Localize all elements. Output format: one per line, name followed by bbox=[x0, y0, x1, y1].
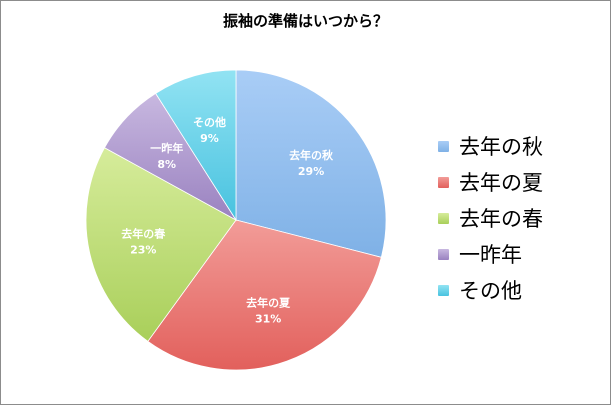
chart-title: 振袖の準備はいつから？ bbox=[222, 12, 388, 30]
pie-slice-1 bbox=[235, 69, 387, 258]
slice-label-name-5: その他 bbox=[193, 115, 226, 129]
legend-label: その他 bbox=[459, 279, 522, 303]
legend-swatch bbox=[438, 212, 449, 224]
legend-swatch bbox=[438, 140, 449, 152]
slice-label-name-3: 去年の春 bbox=[121, 227, 166, 241]
slice-label-value-2: 31% bbox=[255, 312, 281, 325]
slice-label-value-4: 8% bbox=[157, 158, 176, 171]
legend-swatch bbox=[438, 176, 449, 188]
pie-slice-2 bbox=[147, 219, 382, 371]
legend: 去年の秋 去年の夏 去年の春 一昨年 その他 bbox=[438, 128, 543, 308]
slice-label-value-5: 9% bbox=[200, 132, 219, 145]
legend-item-3: 去年の春 bbox=[438, 200, 543, 236]
legend-swatch bbox=[438, 284, 449, 296]
legend-label: 去年の夏 bbox=[459, 171, 543, 195]
legend-item-4: 一昨年 bbox=[438, 236, 543, 272]
slice-label-name-4: 一昨年 bbox=[150, 141, 183, 155]
legend-item-5: その他 bbox=[438, 272, 543, 308]
pie-slice-3 bbox=[85, 147, 237, 342]
pie-slice-5 bbox=[155, 69, 237, 222]
slice-label-name-1: 去年の秋 bbox=[289, 148, 334, 162]
pie-slices bbox=[85, 69, 387, 371]
slice-label-value-3: 23% bbox=[130, 244, 156, 257]
pie-labels: 去年の秋 29% 去年の夏 31% 去年の春 23% 一昨年 8% その他 9% bbox=[121, 115, 334, 326]
legend-label: 一昨年 bbox=[459, 243, 522, 267]
legend-swatch bbox=[438, 248, 449, 260]
legend-label: 去年の秋 bbox=[459, 135, 543, 159]
slice-label-name-2: 去年の夏 bbox=[246, 295, 291, 309]
legend-item-2: 去年の夏 bbox=[438, 164, 543, 200]
slice-label-value-1: 29% bbox=[298, 165, 324, 178]
legend-item-1: 去年の秋 bbox=[438, 128, 543, 164]
legend-label: 去年の春 bbox=[459, 207, 543, 231]
